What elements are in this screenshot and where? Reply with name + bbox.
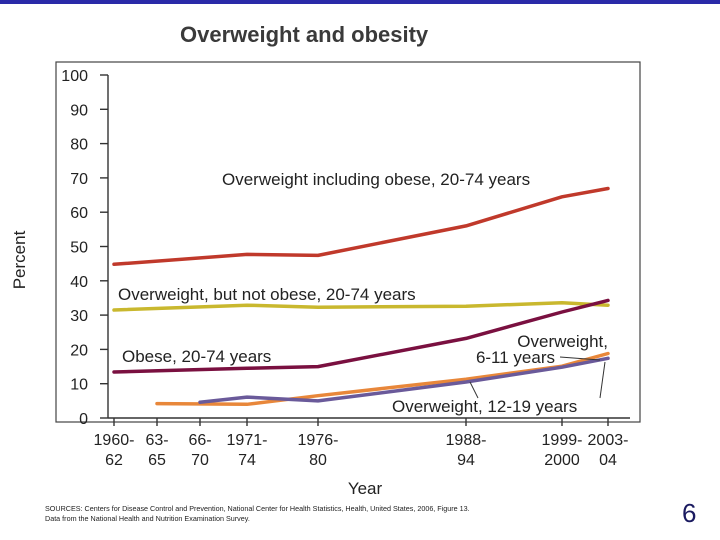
series-label-6-11-line2: 6-11 years bbox=[476, 348, 555, 367]
source-note-line-2: Data from the National Health and Nutrit… bbox=[45, 514, 250, 523]
x-tick-label: 1988- bbox=[446, 432, 487, 449]
x-tick-label: 70 bbox=[191, 452, 209, 469]
source-note: SOURCES: Centers for Disease Control and… bbox=[45, 504, 645, 524]
x-tick-label: 65 bbox=[148, 452, 166, 469]
y-tick-label: 50 bbox=[70, 240, 88, 257]
leader-12-19-b bbox=[599, 361, 606, 399]
x-tick-label: 74 bbox=[238, 452, 256, 469]
x-tick-label: 94 bbox=[457, 452, 475, 469]
series-label-12-19: Overweight, 12-19 years bbox=[392, 397, 577, 416]
y-tick-label: 10 bbox=[70, 377, 88, 394]
y-tick-label: 0 bbox=[79, 411, 88, 428]
y-tick-label: 20 bbox=[70, 342, 88, 359]
x-tick-label: 2003- bbox=[588, 432, 629, 449]
y-tick-label: 60 bbox=[70, 205, 88, 222]
series-overweight-12-19-line bbox=[198, 356, 610, 404]
series-overweight-incl-obese-line bbox=[112, 186, 610, 267]
y-tick-label: 30 bbox=[70, 308, 88, 325]
x-tick-label: 1976- bbox=[298, 432, 339, 449]
leader-6-11 bbox=[559, 356, 601, 361]
x-axis-label: Year bbox=[348, 479, 383, 498]
series-overweight-not-obese-line bbox=[112, 301, 610, 312]
x-tick-label: 62 bbox=[105, 452, 123, 469]
y-tick-label: 100 bbox=[61, 68, 88, 85]
series-label-3: Obese, 20-74 years bbox=[122, 347, 271, 366]
source-note-line-1: SOURCES: Centers for Disease Control and… bbox=[45, 504, 470, 513]
slide-top-bar bbox=[0, 0, 720, 4]
x-tick-label: 1971- bbox=[227, 432, 268, 449]
x-tick-label: 80 bbox=[309, 452, 327, 469]
y-tick-label: 90 bbox=[70, 102, 88, 119]
series-label-1: Overweight including obese, 20-74 years bbox=[222, 170, 530, 189]
plot-frame bbox=[55, 61, 641, 423]
x-tick-label: 66- bbox=[188, 432, 211, 449]
series-obese-line bbox=[112, 298, 610, 374]
y-tick-label: 80 bbox=[70, 137, 88, 154]
chart-title: Overweight and obesity bbox=[180, 22, 429, 47]
series-label-6-11-line1: Overweight, bbox=[517, 332, 608, 351]
x-tick-label: 04 bbox=[599, 452, 617, 469]
x-tick-label: 2000 bbox=[544, 452, 580, 469]
y-tick-label: 40 bbox=[70, 274, 88, 291]
slide-number: 6 bbox=[682, 498, 697, 528]
leader-12-19-a bbox=[469, 381, 479, 399]
x-tick-label: 1999- bbox=[542, 432, 583, 449]
x-tick-label: 1960- bbox=[94, 432, 135, 449]
y-tick-label: 70 bbox=[70, 171, 88, 188]
x-tick-label: 63- bbox=[145, 432, 168, 449]
series-label-2: Overweight, but not obese, 20-74 years bbox=[118, 285, 416, 304]
